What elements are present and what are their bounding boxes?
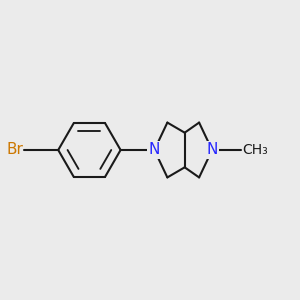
Text: N: N [206, 142, 218, 158]
Text: N: N [149, 142, 160, 158]
Text: CH₃: CH₃ [242, 143, 268, 157]
Text: Br: Br [7, 142, 24, 158]
